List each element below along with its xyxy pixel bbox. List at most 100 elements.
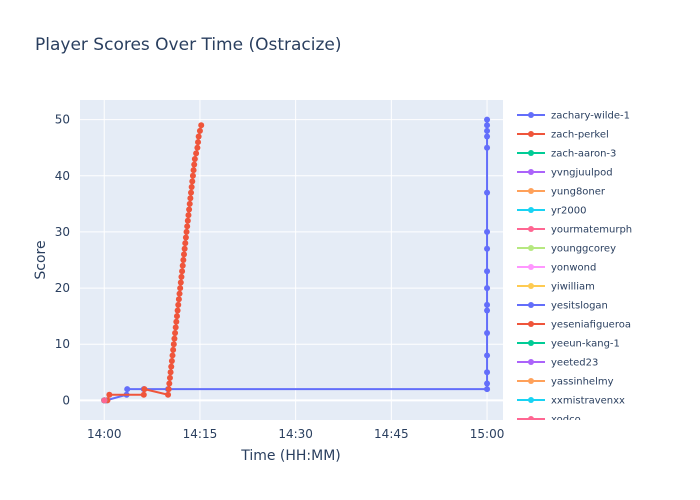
- x-tick-label: 14:00: [87, 427, 122, 441]
- data-point: [181, 245, 188, 252]
- x-tick-label: 14:15: [183, 427, 218, 441]
- legend-item[interactable]: yr2000: [517, 206, 586, 217]
- data-point: [101, 397, 108, 404]
- y-tick-label: 40: [55, 169, 70, 183]
- legend-item[interactable]: younggcorey: [517, 244, 616, 255]
- data-point: [484, 189, 491, 196]
- data-point: [191, 161, 198, 168]
- data-point: [484, 122, 491, 129]
- legend-item[interactable]: zach-aaron-3: [517, 149, 616, 160]
- legend-marker: [528, 150, 534, 156]
- y-tick-label: 10: [55, 337, 70, 351]
- legend-item[interactable]: yourmatemurph: [517, 225, 632, 236]
- data-point: [180, 257, 187, 263]
- data-point: [194, 144, 201, 151]
- legend-item[interactable]: yvngjuulpod: [517, 168, 613, 179]
- data-point: [188, 184, 195, 191]
- legend-marker: [528, 397, 534, 403]
- legend-item[interactable]: zachary-wilde-1: [517, 111, 630, 122]
- data-point: [177, 285, 184, 292]
- legend-item[interactable]: yiwilliam: [517, 282, 595, 293]
- data-point: [177, 279, 184, 286]
- data-point: [172, 329, 179, 336]
- legend-marker: [528, 207, 534, 213]
- legend-item[interactable]: yonwond: [517, 263, 596, 274]
- legend-label: yr2000: [551, 206, 586, 217]
- legend-item[interactable]: yeeun-kang-1: [517, 339, 620, 350]
- data-point: [184, 217, 191, 224]
- legend-label: yiwilliam: [551, 282, 595, 293]
- legend-label: zach-aaron-3: [551, 149, 616, 160]
- data-point: [166, 374, 173, 381]
- data-point: [484, 228, 491, 235]
- data-point: [179, 268, 186, 275]
- legend-label: zach-perkel: [551, 130, 609, 141]
- data-point: [165, 386, 172, 393]
- legend-label: yeseniafigueroa: [551, 320, 631, 331]
- legend-item[interactable]: yung8oner: [517, 187, 606, 198]
- data-point: [191, 155, 198, 162]
- legend-marker: [528, 321, 534, 327]
- legend-label: yonwond: [551, 263, 596, 274]
- data-point: [141, 386, 148, 393]
- data-point: [170, 341, 177, 348]
- data-point: [166, 380, 173, 387]
- data-point: [185, 212, 192, 219]
- plot-area: [80, 100, 503, 420]
- legend-item[interactable]: yesitslogan: [517, 301, 608, 312]
- data-point: [179, 262, 186, 269]
- data-point: [186, 200, 193, 207]
- legend-label: yassinhelmy: [551, 377, 614, 388]
- y-tick-label: 30: [55, 225, 70, 239]
- data-point: [484, 268, 491, 275]
- grid-lines: [80, 100, 503, 420]
- data-point: [484, 116, 491, 123]
- data-point: [195, 133, 202, 140]
- data-point: [165, 391, 172, 398]
- data-point: [190, 167, 197, 174]
- data-point: [140, 391, 147, 398]
- data-point: [167, 369, 174, 376]
- data-point: [174, 307, 181, 314]
- legend-marker: [528, 416, 534, 420]
- legend-item[interactable]: xxmistravenxx: [517, 396, 625, 407]
- data-point: [484, 144, 491, 151]
- data-point: [178, 273, 185, 280]
- legend-marker: [528, 169, 534, 175]
- data-point: [172, 324, 179, 331]
- legend-marker: [528, 340, 534, 346]
- legend-marker: [528, 302, 534, 308]
- data-point: [484, 301, 491, 308]
- legend-item[interactable]: xodco: [517, 415, 581, 426]
- series-layer: [101, 116, 491, 404]
- legend-label: yourmatemurph: [551, 225, 632, 236]
- data-point: [169, 352, 176, 359]
- data-point: [180, 251, 187, 258]
- x-tick-label: 14:45: [374, 427, 409, 441]
- legend-marker: [528, 264, 534, 270]
- data-point: [189, 178, 196, 185]
- legend-item[interactable]: yeseniafigueroa: [517, 320, 631, 331]
- y-axis-title: Score: [33, 240, 49, 279]
- data-point: [168, 363, 175, 370]
- legend-marker: [528, 226, 534, 232]
- data-point: [184, 223, 191, 230]
- y-tick-label: 20: [55, 281, 70, 295]
- legend-item[interactable]: yeeted23: [517, 358, 598, 369]
- data-point: [170, 346, 177, 353]
- data-point: [484, 285, 491, 292]
- data-point: [171, 335, 178, 342]
- data-point: [484, 369, 491, 376]
- legend-item[interactable]: yassinhelmy: [517, 377, 614, 388]
- data-point: [193, 150, 200, 157]
- data-point: [484, 352, 491, 359]
- legend-label: xxmistravenxx: [551, 396, 625, 407]
- data-point: [175, 301, 182, 308]
- legend[interactable]: zachary-wilde-1 zach-perkel zach-aaron-3 yv…: [517, 111, 632, 426]
- legend-marker: [528, 245, 534, 251]
- data-point: [182, 240, 189, 247]
- legend-item[interactable]: zach-perkel: [517, 130, 609, 141]
- data-point: [484, 386, 491, 393]
- data-point: [484, 329, 491, 336]
